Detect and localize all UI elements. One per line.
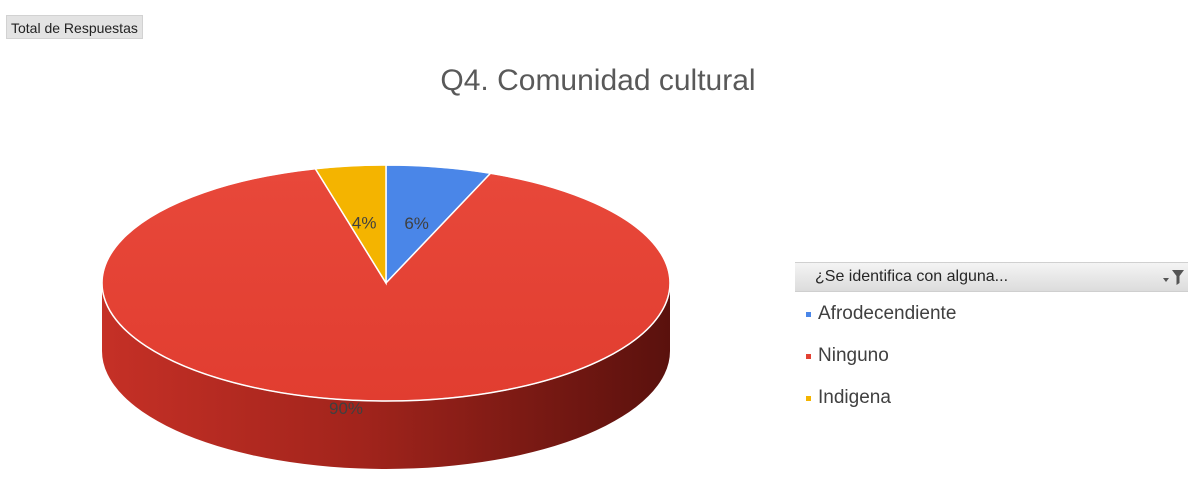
pie-data-labels: 6% 90% 4%: [329, 213, 429, 418]
legend-label: Ninguno: [818, 345, 889, 366]
filter-dropdown-icon[interactable]: [1160, 266, 1186, 288]
legend-header-label: ¿Se identifica con alguna...: [815, 268, 1009, 285]
legend-item-indigena[interactable]: Indigena: [806, 384, 956, 412]
data-label-ninguno: 90%: [329, 399, 363, 418]
legend-label: Indigena: [818, 387, 891, 408]
total-responses-field-button[interactable]: Total de Respuestas: [6, 15, 143, 39]
legend-swatch: [806, 395, 811, 401]
legend-filter-header[interactable]: ¿Se identifica con alguna...: [795, 262, 1188, 292]
pie-3d-side: [102, 283, 670, 469]
pie-chart: 6% 90% 4%: [101, 164, 671, 469]
pie-rim: [101, 164, 671, 402]
legend-item-ninguno[interactable]: Ninguno: [806, 342, 956, 370]
data-label-indigena: 4%: [352, 213, 377, 232]
chart-legend: Afrodecendiente Ninguno Indigena: [806, 300, 956, 426]
pie-side-ninguno: [102, 283, 670, 469]
data-label-afrodecendiente: 6%: [404, 214, 429, 233]
legend-swatch: [806, 353, 811, 359]
legend-label: Afrodecendiente: [818, 303, 957, 324]
legend-swatch: [806, 311, 811, 317]
legend-item-afrodecendiente[interactable]: Afrodecendiente: [806, 300, 956, 328]
pie-slices: [101, 164, 671, 402]
chart-title: Q4. Comunidad cultural: [440, 64, 756, 97]
